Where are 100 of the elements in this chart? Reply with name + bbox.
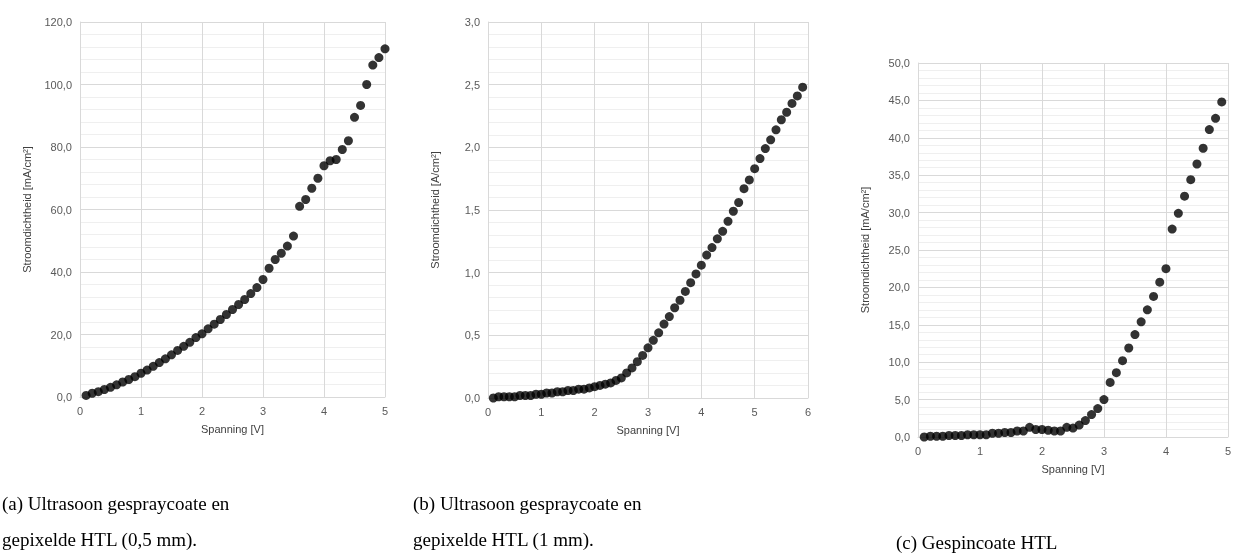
point [270, 255, 280, 264]
point [1149, 291, 1159, 301]
point [712, 234, 722, 244]
y-tick-label: 40,0 [50, 266, 72, 278]
point [1093, 404, 1103, 414]
point [252, 283, 262, 293]
y-tick-label: 100,0 [44, 78, 72, 91]
x-tick-label: 2 [198, 404, 206, 417]
point [258, 275, 268, 284]
text: (a) Ultrasoon gespraycoate en gepixelde HTL (0,5 mm). [2, 492, 231, 552]
point [739, 184, 749, 194]
x-tick-label: 3 [259, 404, 267, 417]
point [648, 335, 658, 345]
point [1074, 420, 1084, 430]
point [228, 305, 237, 314]
point [776, 115, 786, 125]
y-axis-title: Stroomdichtheid [mA/cm²] [20, 146, 33, 273]
y-tick-label: 60,0 [50, 203, 72, 216]
point [1130, 330, 1140, 340]
point [356, 100, 366, 110]
y-tick-label: 80,0 [50, 141, 72, 153]
point [787, 98, 797, 108]
x-tick-label: 1 [538, 405, 545, 418]
point [728, 206, 738, 216]
x-axis-title: Spanning [V] [1041, 462, 1105, 475]
point [680, 286, 690, 296]
point [282, 241, 292, 251]
point [760, 144, 770, 154]
y-tick-label: 30,0 [888, 206, 910, 219]
y-tick-label: 50,0 [888, 57, 910, 69]
point [331, 155, 341, 164]
point [686, 278, 696, 288]
point [362, 80, 372, 89]
point [638, 350, 648, 360]
x-tick-label: 5 [1224, 444, 1231, 457]
y-tick-label: 10,0 [888, 356, 910, 369]
y-tick-label: 3,0 [464, 16, 480, 28]
point [766, 135, 776, 145]
point [744, 175, 754, 185]
x-tick-label: 5 [381, 404, 389, 417]
y-tick-label: 120,0 [44, 16, 72, 28]
point [185, 337, 195, 347]
point [1217, 97, 1227, 107]
text: (b) Ultrasoon gespraycoate en gepixelde HTL (1 mm). [413, 492, 643, 552]
point [664, 312, 674, 322]
point [343, 136, 353, 146]
y-tick-label: 40,0 [888, 131, 910, 144]
point [380, 44, 390, 54]
point [1186, 175, 1196, 185]
point [234, 300, 244, 309]
point [240, 295, 250, 304]
point [276, 248, 286, 258]
point [289, 231, 298, 241]
y-tick-label: 20,0 [888, 281, 910, 294]
point [1124, 343, 1134, 353]
y-tick-label: 0,0 [464, 392, 480, 404]
point [792, 91, 802, 101]
point [654, 328, 664, 338]
point [301, 195, 311, 204]
y-tick-label: 15,0 [888, 318, 910, 331]
y-tick-label: 0,0 [56, 391, 72, 403]
x-tick-label: 4 [698, 405, 705, 418]
point [221, 310, 231, 319]
point [1161, 264, 1171, 274]
point [1167, 224, 1177, 234]
point [659, 319, 669, 329]
point [696, 260, 706, 270]
point [215, 315, 225, 324]
point [350, 112, 359, 122]
x-tick-label: 4 [320, 404, 328, 417]
point [718, 226, 728, 236]
point [632, 357, 642, 367]
point [1173, 208, 1183, 218]
point [368, 60, 378, 70]
x-tick-label: 2 [591, 405, 598, 418]
point [179, 341, 189, 351]
point [643, 343, 653, 353]
point [313, 173, 323, 183]
point [771, 125, 781, 135]
point [691, 269, 701, 279]
point [1211, 113, 1221, 123]
y-tick-label: 25,0 [888, 244, 910, 256]
point [295, 201, 305, 211]
x-tick-label: 1 [976, 444, 984, 457]
y-tick-label: 5,0 [894, 393, 910, 406]
point [173, 345, 183, 355]
x-tick-label: 5 [751, 405, 758, 418]
point [142, 365, 152, 375]
y-axis-title: Stroomdichtheid [mA/cm²] [858, 186, 871, 314]
x-tick-label: 6 [804, 405, 812, 418]
point [1111, 368, 1121, 378]
x-tick-label: 0 [914, 444, 922, 457]
point [264, 263, 274, 273]
point [319, 161, 329, 171]
point [374, 53, 384, 63]
point [1087, 410, 1097, 420]
x-axis-title: Spanning [V] [201, 422, 264, 435]
point [1142, 305, 1152, 315]
x-tick-label: 4 [1162, 444, 1170, 457]
y-axis-title: Stroomdichtheid [A/cm²] [428, 151, 441, 269]
